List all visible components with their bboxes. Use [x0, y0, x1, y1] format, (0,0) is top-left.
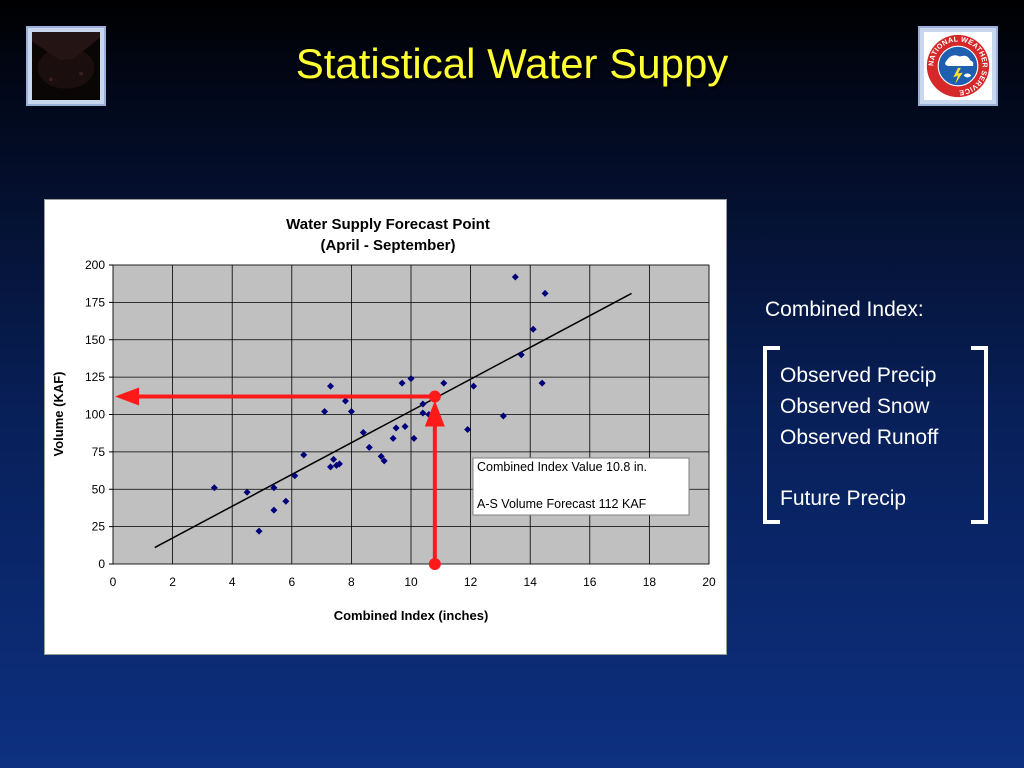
combined-index-list: Observed Precip Observed Snow Observed R…	[780, 360, 938, 514]
x-tick-label: 12	[464, 575, 478, 589]
data-point	[407, 375, 415, 383]
x-axis-label: Combined Index (inches)	[334, 608, 489, 623]
slide-title: Statistical Water Suppy	[295, 40, 729, 87]
y-tick-label: 50	[92, 482, 106, 496]
data-point	[499, 412, 507, 420]
data-point	[327, 463, 335, 471]
nws-seal-icon: NATIONAL WEATHER SERVICE	[924, 32, 992, 100]
y-tick-label: 125	[85, 370, 105, 384]
y-tick-label: 100	[85, 408, 105, 422]
x-tick-label: 4	[229, 575, 236, 589]
combined-index-heading: Combined Index:	[765, 298, 924, 321]
data-point	[321, 408, 329, 416]
data-point	[541, 289, 549, 297]
data-point	[398, 379, 406, 387]
x-tick-label: 14	[524, 575, 538, 589]
data-point	[389, 434, 397, 442]
trend-line	[154, 292, 632, 549]
data-point	[511, 273, 519, 281]
y-axis-label: Volume (KAF)	[51, 372, 66, 457]
data-point	[392, 424, 400, 432]
index-item-observed-snow: Observed Snow	[780, 395, 930, 418]
data-point	[410, 434, 418, 442]
data-point	[359, 428, 367, 436]
data-point	[282, 497, 290, 505]
data-points	[210, 273, 549, 535]
data-point	[365, 443, 373, 451]
index-value-marker	[428, 558, 441, 570]
data-point	[347, 408, 355, 416]
data-point	[464, 425, 472, 433]
y-tick-label: 75	[92, 445, 106, 459]
data-point	[377, 452, 385, 460]
data-point	[335, 460, 343, 468]
data-point	[401, 422, 409, 430]
x-tick-label: 8	[348, 575, 355, 589]
annotation-box: Combined Index Value 10.8 in. A-S Volume…	[472, 457, 690, 516]
chart-title: Water Supply Forecast Point	[286, 216, 490, 233]
y-tick-label: 25	[92, 520, 106, 534]
index-item-future-precip: Future Precip	[780, 487, 907, 510]
data-point	[538, 379, 546, 387]
forecast-intersection-marker	[428, 390, 441, 403]
index-item-observed-runoff: Observed Runoff	[780, 426, 939, 449]
x-tick-label: 0	[110, 575, 117, 589]
data-point	[470, 382, 478, 390]
y-tick-label: 0	[98, 557, 105, 571]
x-tick-label: 16	[583, 575, 597, 589]
chart-panel: Water Supply Forecast Point (April - Sep…	[44, 199, 727, 655]
data-point	[243, 488, 251, 496]
annotation-line-1: Combined Index Value 10.8 in.	[477, 460, 647, 474]
y-tick-label: 200	[85, 258, 105, 272]
data-point	[517, 351, 525, 359]
data-point	[210, 484, 218, 492]
photo-thumbnail-icon	[32, 32, 100, 100]
up-arrow-head	[424, 400, 445, 427]
annotation-line-2: A-S Volume Forecast 112 KAF	[477, 497, 647, 511]
data-point	[529, 325, 537, 333]
data-point	[300, 451, 308, 459]
index-item-observed-precip: Observed Precip	[780, 364, 937, 387]
x-tick-label: 10	[404, 575, 418, 589]
data-point	[327, 382, 335, 390]
y-tick-label: 175	[85, 295, 105, 309]
data-point	[419, 400, 427, 408]
data-point	[419, 409, 427, 417]
data-point	[291, 472, 299, 480]
x-tick-label: 6	[288, 575, 295, 589]
data-point	[341, 397, 349, 405]
nws-logo: NATIONAL WEATHER SERVICE	[918, 26, 998, 106]
right-bracket-icon	[971, 346, 988, 524]
data-point	[255, 527, 263, 535]
left-bracket-icon	[763, 346, 780, 524]
left-logo	[26, 26, 106, 106]
annotation-arrows	[115, 387, 445, 570]
data-point	[330, 455, 338, 463]
x-tick-label: 20	[702, 575, 716, 589]
chart-subtitle: (April - September)	[320, 237, 455, 254]
x-tick-label: 18	[643, 575, 657, 589]
x-tick-label: 2	[169, 575, 176, 589]
data-point	[440, 379, 448, 387]
data-point	[380, 457, 388, 465]
y-tick-label: 150	[85, 333, 105, 347]
scatter-chart: Water Supply Forecast Point (April - Sep…	[51, 216, 716, 623]
left-arrow-head	[115, 387, 139, 406]
data-point	[270, 506, 278, 514]
data-point	[270, 484, 278, 492]
